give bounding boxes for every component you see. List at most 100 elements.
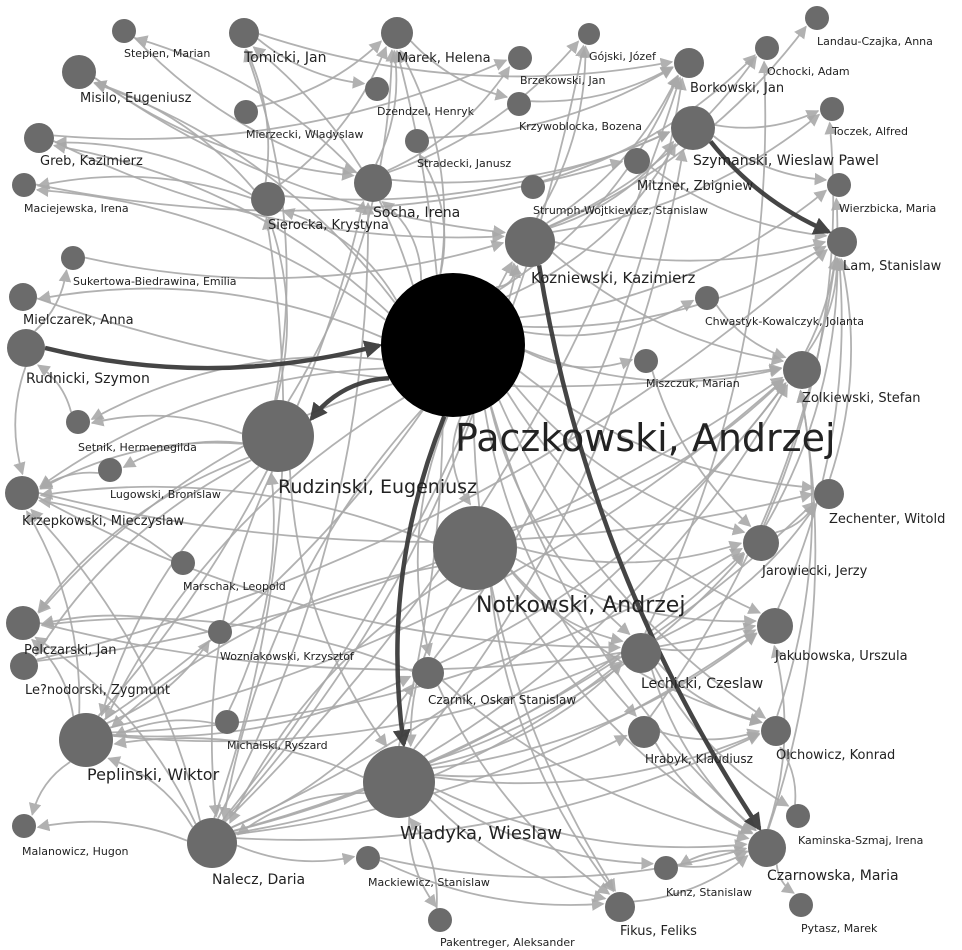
node-label-mielczarek: Mielczarek, Anna [23,313,134,328]
node-kozniewski[interactable] [505,217,555,267]
node-wladyka[interactable] [363,746,435,818]
node-pelczarski[interactable] [6,606,40,640]
node-zechenter[interactable] [814,479,844,509]
node-label-lugowski: Lugowski, Bronislaw [110,488,221,501]
node-jakubowska[interactable] [757,608,793,644]
node-strumph[interactable] [521,175,545,199]
node-socha[interactable] [354,164,392,202]
edge-nalecz-to-olchowicz [236,733,761,841]
node-label-michalski: Michalski, Ryszard [227,739,328,752]
node-mackiewicz[interactable] [356,846,380,870]
node-lechicki[interactable] [621,633,661,673]
edge-lechicki-to-kaminska [654,666,790,807]
edge-paczkowski-to-sierocka [281,208,398,301]
edge-chwastyk-to-zolkiewski [715,304,787,360]
node-fikus[interactable] [605,892,635,922]
node-wozniakowski[interactable] [208,620,232,644]
node-mitzner[interactable] [624,148,650,174]
node-label-brzekowski: Brzekowski, Jan [520,74,605,87]
edge-krzywoblocka-to-borkowski [530,66,674,103]
node-pakentreger[interactable] [428,908,452,932]
node-label-krzepkowski: Krzepkowski, Mieczyslaw [22,514,185,529]
node-setnik[interactable] [66,410,90,434]
node-label-sukertowa: Sukertowa-Biedrawina, Emilia [73,275,237,288]
edge-paczkowski-to-wladyka [392,415,447,748]
node-misilo[interactable] [62,55,96,89]
node-stradecki[interactable] [405,129,429,153]
node-landau[interactable] [805,6,829,30]
node-brzekowski[interactable] [508,46,532,70]
node-kunz[interactable] [654,856,678,880]
edge-greb-to-brzekowski [53,59,508,140]
node-stepien[interactable] [112,19,136,43]
node-czarnik[interactable] [412,657,444,689]
edge-kozniewski-to-lam [554,238,827,262]
node-szymanski[interactable] [671,106,715,150]
node-rudzinski[interactable] [242,400,314,472]
node-krzywoblocka[interactable] [507,92,531,116]
node-label-ochocki: Ochocki, Adam [767,65,850,78]
node-label-zechenter: Zechenter, Witold [829,512,945,527]
node-rudnicki[interactable] [7,329,45,367]
node-nalecz[interactable] [187,818,237,868]
node-label-pakentreger: Pakentreger, Aleksander [440,936,575,949]
node-label-stradecki: Stradecki, Janusz [417,157,511,170]
node-marek[interactable] [381,17,413,49]
node-mielczarek[interactable] [9,283,37,311]
edge-paczkowski-to-zechenter [519,370,815,494]
edge-leznodorski-to-lam [36,248,828,661]
edge-leznodorski-to-zolkiewski [36,376,784,662]
node-label-rudnicki: Rudnicki, Szymon [26,371,150,387]
edge-sierocka-to-misilo [93,80,255,191]
node-zolkiewski[interactable] [783,351,821,389]
node-sierocka[interactable] [251,182,285,216]
node-lam[interactable] [827,227,857,257]
node-marschak[interactable] [171,551,195,575]
node-krzepkowski[interactable] [5,476,39,510]
edge-pakentreger-to-wladyka [409,817,438,909]
node-maciejewska[interactable] [12,173,36,197]
edge-nalecz-to-gojski [221,44,588,821]
edge-wladyka-to-hrabyk [434,734,628,778]
node-miszczuk[interactable] [634,349,658,373]
node-lugowski[interactable] [98,458,122,482]
node-pytasz[interactable] [789,893,813,917]
node-malanowicz[interactable] [12,814,36,838]
edge-greb-to-kozniewski [53,140,505,244]
edge-czarnowska-to-pytasz [775,864,795,894]
node-olchowicz[interactable] [761,716,791,746]
node-label-greb: Greb, Kazimierz [40,154,143,169]
node-greb[interactable] [24,123,54,153]
node-label-jakubowska: Jakubowska, Urszula [774,649,908,664]
node-wierzbicka[interactable] [827,173,851,197]
edge-paczkowski-to-hrabyk [484,409,637,717]
node-hrabyk[interactable] [628,716,660,748]
node-paczkowski[interactable] [381,273,525,417]
edge-paczkowski-to-wierzbicka [519,189,828,319]
node-borkowski[interactable] [674,48,704,78]
edge-peplinski-to-malanowicz [28,761,71,816]
node-mierzecki[interactable] [234,100,258,124]
node-label-dzendzel: Dzendzel, Henryk [377,105,475,118]
node-kaminska[interactable] [786,804,810,828]
node-label-sierocka: Sierocka, Krystyna [268,218,389,233]
node-notkowski[interactable] [433,506,517,590]
node-tomicki[interactable] [229,18,259,48]
edge-nalecz-to-jakubowska [235,632,758,835]
node-sukertowa[interactable] [61,246,85,270]
node-leznodorski[interactable] [10,652,38,680]
node-ochocki[interactable] [755,36,779,60]
edge-notkowski-to-lechicki [509,569,624,645]
node-peplinski[interactable] [59,713,113,767]
node-gojski[interactable] [578,23,600,45]
node-michalski[interactable] [215,710,239,734]
node-czarnowska[interactable] [748,829,786,867]
node-chwastyk[interactable] [695,286,719,310]
node-label-mierzecki: Mierzecki, Wladyslaw [246,128,364,141]
node-dzendzel[interactable] [365,77,389,101]
node-label-marschak: Marschak, Leopold [183,580,286,593]
node-toczek[interactable] [820,97,844,121]
node-jarowiecki[interactable] [743,525,779,561]
edge-socha-to-gojski [388,40,580,174]
